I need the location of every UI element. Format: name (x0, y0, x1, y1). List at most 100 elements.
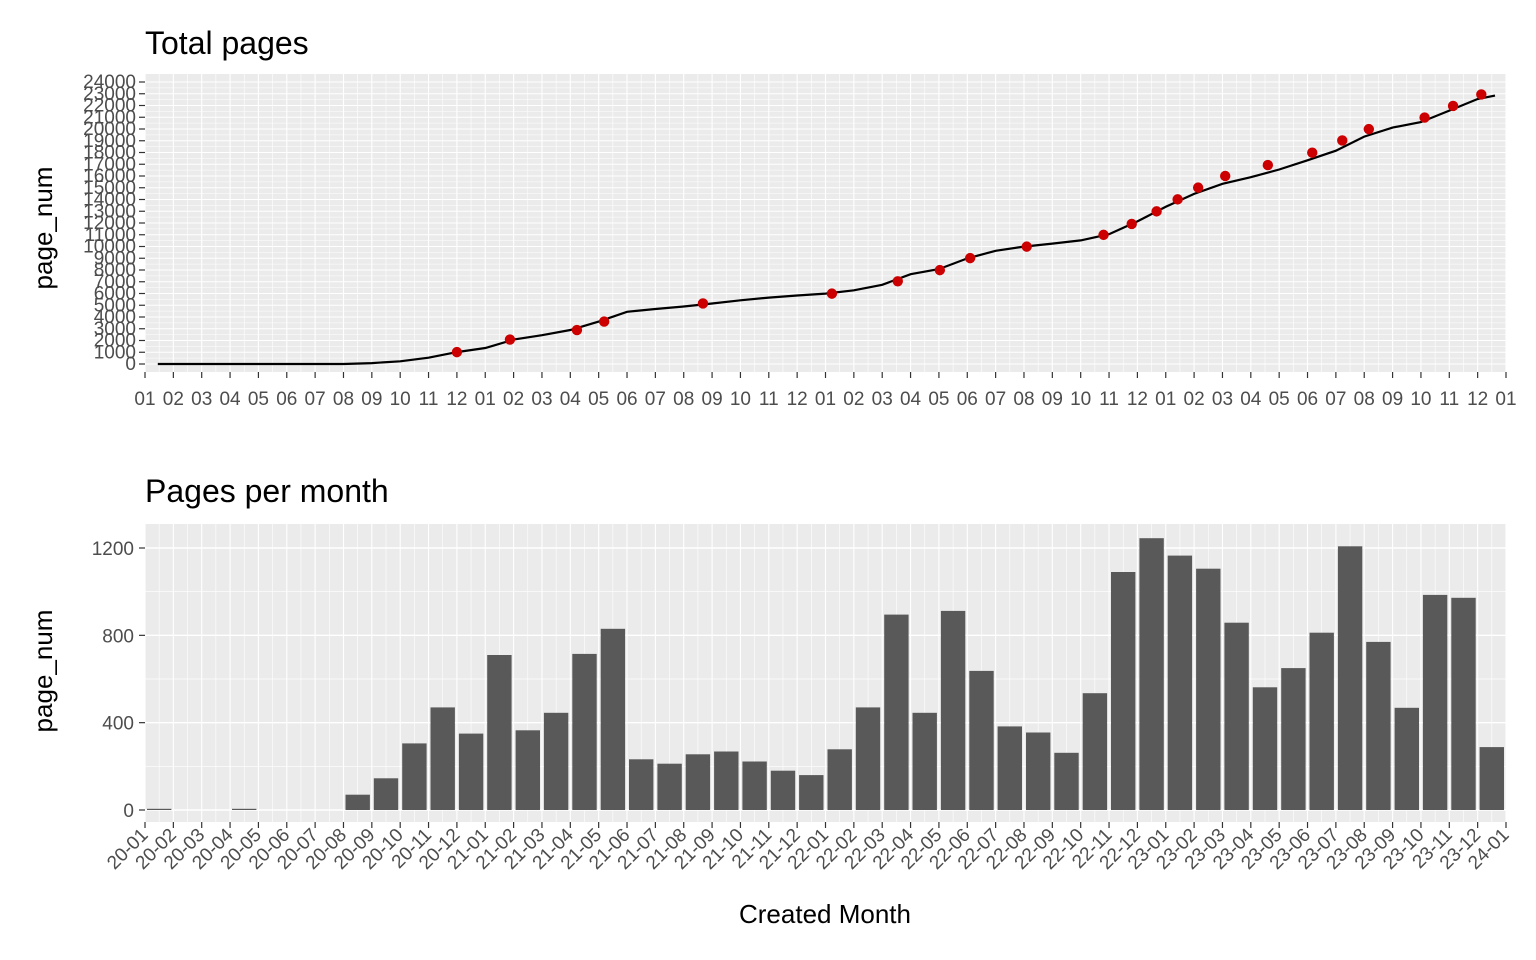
top-y-tick-label: 5000 (94, 295, 136, 316)
top-y-tick-label: 22000 (83, 96, 136, 117)
top-x-tick-label: 10 (1070, 389, 1091, 410)
top-x-tick-label: 05 (1269, 389, 1290, 410)
pages-per-month-x-label: Created Month (739, 899, 911, 929)
bar-21-12 (799, 775, 824, 810)
bottom-y-tick-label: 1200 (92, 539, 134, 560)
top-y-tick-label: 9000 (94, 248, 136, 269)
bar-21-03 (543, 712, 569, 810)
top-y-tick-label: 1000 (94, 342, 136, 363)
total-pages-chart: Total pages page_num 0100020003000400050… (28, 25, 1517, 410)
top-x-tick-label: 06 (616, 389, 637, 410)
top-x-tick-label: 06 (276, 389, 297, 410)
total-pages-point (697, 298, 709, 309)
total-pages-y-label: page_num (28, 167, 58, 290)
total-pages-point (451, 346, 463, 358)
top-x-tick-label: 09 (361, 389, 382, 410)
top-y-tick-label: 17000 (83, 154, 136, 175)
top-x-tick-label: 08 (1354, 389, 1375, 410)
bar-22-08 (1026, 732, 1051, 810)
bar-23-03 (1224, 622, 1249, 810)
top-x-tick-label: 05 (588, 389, 609, 410)
top-x-tick-label: 01 (134, 389, 155, 410)
bar-23-10 (1422, 594, 1448, 810)
total-pages-point (1262, 159, 1274, 171)
pages-per-month-grid (144, 524, 1507, 822)
top-x-tick-label: 11 (419, 389, 439, 410)
top-x-tick-label: 09 (1042, 389, 1063, 410)
top-x-tick-label: 02 (1184, 389, 1205, 410)
top-x-tick-label: 01 (815, 389, 836, 410)
bar-21-06 (629, 759, 654, 810)
top-y-tick-label: 13000 (83, 201, 136, 222)
top-y-tick-label: 24000 (83, 72, 136, 93)
top-x-tick-label: 11 (759, 389, 779, 410)
top-y-tick-label: 19000 (83, 131, 136, 152)
total-pages-x-ticks: 01 02 03 04 05 06 07 08 09 10 11 12 01 02 03 04 05 06 07 08… (134, 372, 1517, 410)
bar-23-04 (1252, 687, 1278, 810)
top-x-tick-label: 01 (1495, 389, 1516, 410)
top-y-tick-label: 21000 (83, 107, 136, 128)
total-pages-point (826, 288, 838, 299)
top-x-tick-label: 03 (1212, 389, 1233, 410)
pages-per-month-chart: Pages per month page_num 0 400 800 1200 20-… (28, 473, 1514, 929)
top-y-tick-label: 11000 (85, 225, 136, 246)
top-y-tick-label: 6000 (94, 284, 136, 305)
top-x-tick-label: 05 (248, 389, 269, 410)
top-x-tick-label: 04 (1240, 389, 1262, 410)
bar-23-05 (1281, 668, 1306, 810)
top-y-tick-label: 4000 (94, 307, 136, 328)
total-pages-point (1419, 112, 1430, 123)
total-pages-point (964, 252, 976, 264)
total-pages-point (934, 264, 946, 276)
bar-22-01 (827, 749, 852, 810)
bottom-y-tick-label: 0 (123, 801, 134, 822)
bar-22-06 (969, 670, 994, 810)
total-pages-points (451, 89, 1487, 358)
top-x-tick-label: 08 (1013, 389, 1034, 410)
top-x-tick-label: 07 (985, 389, 1006, 410)
top-x-tick-label: 04 (900, 389, 922, 410)
top-y-tick-label: 8000 (94, 260, 136, 281)
bar-21-01 (487, 655, 512, 810)
total-pages-grid (144, 74, 1507, 372)
bar-21-07 (657, 763, 682, 810)
top-x-tick-label: 10 (1410, 389, 1431, 410)
total-pages-point (1363, 123, 1375, 135)
bar-22-04 (912, 712, 937, 810)
pages-per-month-x-ticks: 20-0120-0220-0320-0420-0520-0620-0720-08… (103, 822, 1514, 874)
total-pages-point (1447, 100, 1459, 112)
bar-22-11 (1111, 572, 1136, 810)
bar-20-01 (147, 808, 172, 810)
total-pages-point (1192, 182, 1204, 193)
top-x-tick-label: 11 (1439, 389, 1459, 410)
pages-per-month-y-label: page_num (28, 610, 58, 733)
bar-23-09 (1394, 707, 1419, 810)
top-y-tick-label: 16000 (83, 166, 136, 187)
top-x-tick-label: 07 (645, 389, 666, 410)
bar-21-05 (600, 628, 626, 810)
total-pages-point (598, 316, 610, 327)
bar-23-08 (1366, 641, 1391, 810)
total-pages-point (1220, 170, 1231, 182)
bar-23-07 (1337, 546, 1363, 810)
bar-23-01 (1167, 555, 1193, 810)
bar-20-09 (373, 778, 399, 810)
top-y-tick-label: 3000 (94, 319, 136, 340)
total-pages-point (1307, 147, 1318, 158)
pages-per-month-bars (147, 538, 1504, 810)
top-x-tick-label: 03 (191, 389, 212, 410)
top-y-tick-label: 23000 (83, 84, 136, 105)
top-x-tick-label: 10 (730, 389, 751, 410)
total-pages-point (571, 324, 583, 336)
bar-22-02 (855, 707, 881, 810)
top-x-tick-label: 05 (928, 389, 949, 410)
total-pages-point (1021, 241, 1032, 252)
top-x-tick-label: 07 (305, 389, 326, 410)
top-x-tick-label: 12 (446, 389, 467, 410)
bar-20-08 (345, 794, 370, 810)
top-x-tick-label: 06 (1297, 389, 1318, 410)
top-y-tick-label: 20000 (83, 119, 136, 140)
bar-22-03 (884, 614, 909, 810)
